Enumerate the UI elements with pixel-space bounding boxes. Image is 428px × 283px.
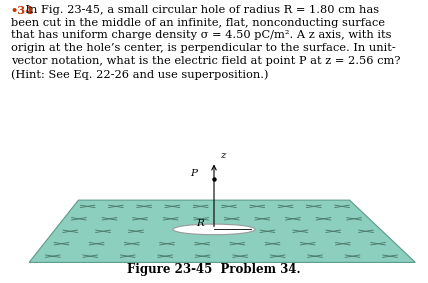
Ellipse shape (173, 224, 255, 235)
Text: •34: •34 (11, 5, 34, 16)
Text: Figure 23-45  Problem 34.: Figure 23-45 Problem 34. (127, 263, 301, 276)
Text: In Fig. 23-45, a small circular hole of radius R = 1.80 cm has
been cut in the m: In Fig. 23-45, a small circular hole of … (11, 5, 400, 80)
Polygon shape (29, 200, 415, 262)
Text: P: P (190, 169, 198, 178)
Text: z: z (220, 151, 226, 160)
Text: R: R (196, 219, 204, 228)
